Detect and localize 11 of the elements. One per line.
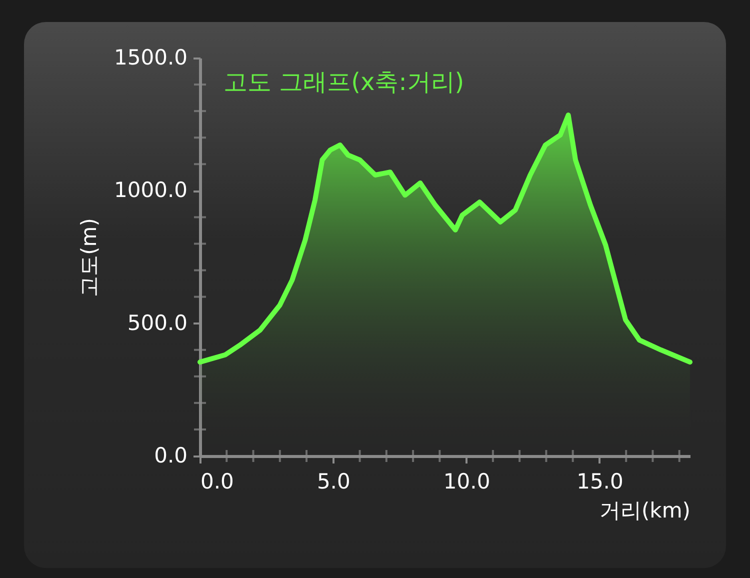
x-tick-label: 10.0 [443,470,490,494]
x-tick-label: 0.0 [200,470,234,494]
y-tick-label: 1000.0 [114,178,188,202]
y-axis-title: 고도(m) [77,218,102,297]
chart-title: 고도 그래프(x축:거리) [224,68,464,96]
x-axis-title: 거리(km) [599,498,690,522]
y-tick-label: 0.0 [154,444,188,468]
y-tick-label: 500.0 [127,310,188,335]
y-tick-label: 1500.0 [114,46,188,70]
x-tick-label: 15.0 [576,470,624,494]
x-tick-label: 5.0 [316,470,350,494]
